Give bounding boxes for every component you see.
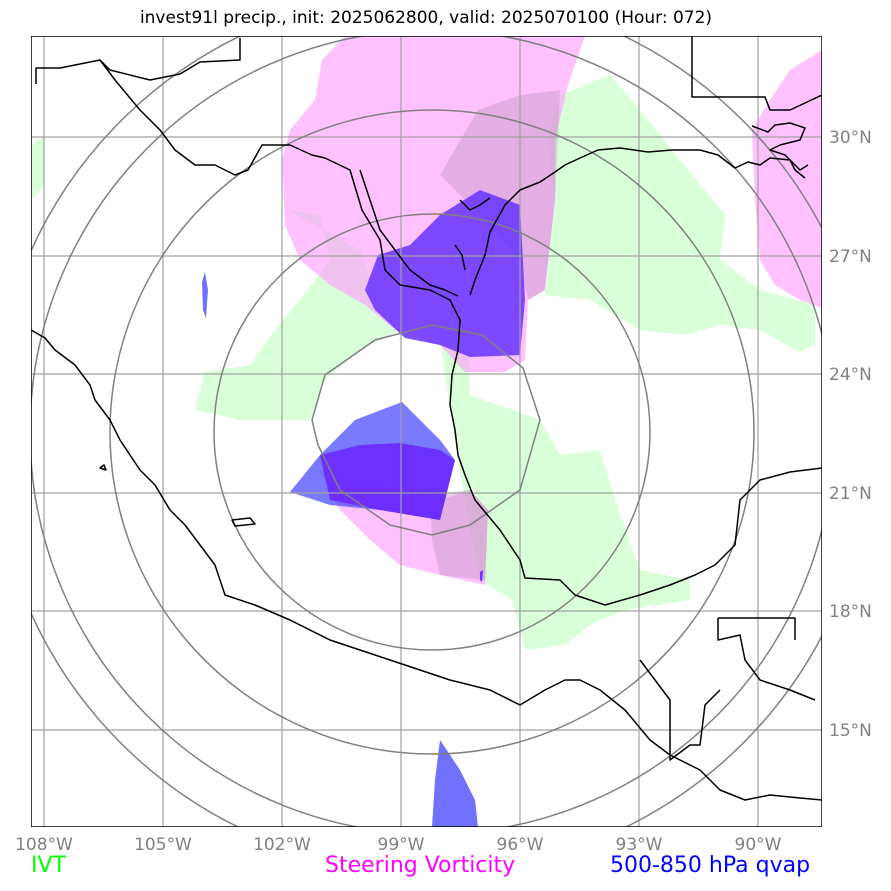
legend-steering-vorticity: Steering Vorticity — [325, 853, 516, 878]
qvap-region-bottom — [432, 740, 478, 827]
rio-grande-border — [359, 169, 459, 297]
lon-tick-label: 108°W — [15, 835, 73, 855]
lon-tick-labels: 108°W 105°W 102°W 99°W 96°W 93°W 90°W — [15, 835, 782, 855]
range-rings — [31, 36, 822, 827]
lat-tick-label: 27°N — [829, 247, 872, 267]
mexico-pacific-coast — [31, 329, 822, 801]
baja-coast — [99, 59, 326, 176]
overlap-region-main — [440, 90, 560, 300]
qvap-region — [202, 190, 525, 827]
ivt-region — [31, 75, 815, 650]
lat-tick-label: 15°N — [829, 721, 872, 741]
ivt-region-main — [545, 75, 815, 352]
lat-tick-label: 21°N — [829, 484, 872, 504]
texas-louisiana-coast — [469, 147, 806, 296]
mexico-interior-border — [718, 617, 796, 640]
qvap-region-north — [365, 190, 525, 357]
lon-tick-label: 102°W — [253, 835, 311, 855]
us-border — [35, 38, 241, 84]
qvap-region-speck — [480, 570, 483, 582]
vort-region-east — [752, 50, 822, 308]
ivt-region-edge — [31, 135, 45, 200]
map-title: invest91l precip., init: 2025062800, val… — [139, 8, 713, 28]
qvap-region-south-dark — [320, 443, 455, 520]
gulf-coast-texas — [324, 157, 822, 606]
island-small-2 — [99, 464, 107, 471]
lat-tick-labels: 30°N 27°N 24°N 21°N 18°N 15°N — [829, 128, 872, 741]
texas-bay — [454, 197, 491, 271]
florida-panhandle — [691, 36, 822, 111]
island-small — [231, 517, 256, 527]
qvap-region-sliver — [202, 272, 208, 318]
central-america-border — [717, 618, 816, 701]
range-ring-3 — [109, 109, 755, 755]
guatemala-border — [639, 659, 721, 761]
legend-qvap: 500-850 hPa qvap — [610, 853, 811, 878]
legend-ivt: IVT — [31, 853, 66, 878]
lon-tick-label: 96°W — [497, 835, 544, 855]
lon-tick-label: 90°W — [735, 835, 782, 855]
mississippi-delta — [751, 122, 809, 171]
coastlines — [31, 36, 822, 801]
range-ring-1 — [311, 324, 541, 536]
overlap-region-south — [430, 490, 488, 580]
range-ring-2 — [213, 213, 651, 651]
lat-tick-label: 30°N — [829, 128, 872, 148]
lat-tick-label: 24°N — [829, 365, 872, 385]
ivt-region-south — [440, 330, 690, 650]
lon-tick-label: 99°W — [378, 835, 425, 855]
overlap-region — [430, 90, 560, 580]
lon-tick-label: 105°W — [134, 835, 192, 855]
lon-tick-label: 93°W — [616, 835, 663, 855]
lat-tick-label: 18°N — [829, 602, 872, 622]
graticule — [31, 36, 822, 827]
